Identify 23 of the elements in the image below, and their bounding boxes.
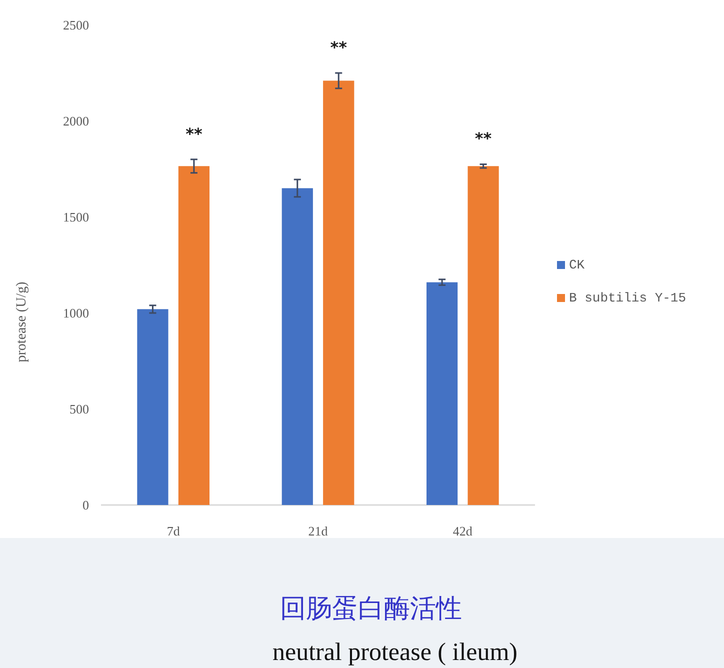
- legend-label: CK: [569, 258, 585, 272]
- y-axis-title: protease (U/g): [14, 281, 30, 362]
- x-tick-label: 7d: [166, 524, 180, 538]
- bar: [178, 166, 210, 505]
- y-tick-label: 500: [70, 402, 89, 416]
- text: 回肠蛋白酶活性: [280, 593, 462, 623]
- text: neutral protease ( ileum): [272, 639, 518, 666]
- x-tick-label: 42d: [452, 524, 473, 538]
- bar: [323, 80, 354, 505]
- x-tick-label: 21d: [308, 524, 328, 538]
- annotation: **: [474, 129, 492, 148]
- legend-label: B subtilis Y-15: [569, 290, 686, 306]
- bar: [468, 166, 499, 505]
- y-tick-label: 2500: [63, 18, 89, 32]
- y-tick-label: 1000: [63, 306, 89, 320]
- y-tick-label: 1500: [63, 210, 89, 224]
- annotation: **: [186, 124, 203, 144]
- bar: [426, 282, 458, 505]
- bar: [137, 309, 168, 505]
- annotation: **: [330, 38, 348, 57]
- y-tick-label: 0: [82, 498, 89, 512]
- bar: [282, 188, 313, 505]
- y-tick-label: 2000: [63, 114, 89, 128]
